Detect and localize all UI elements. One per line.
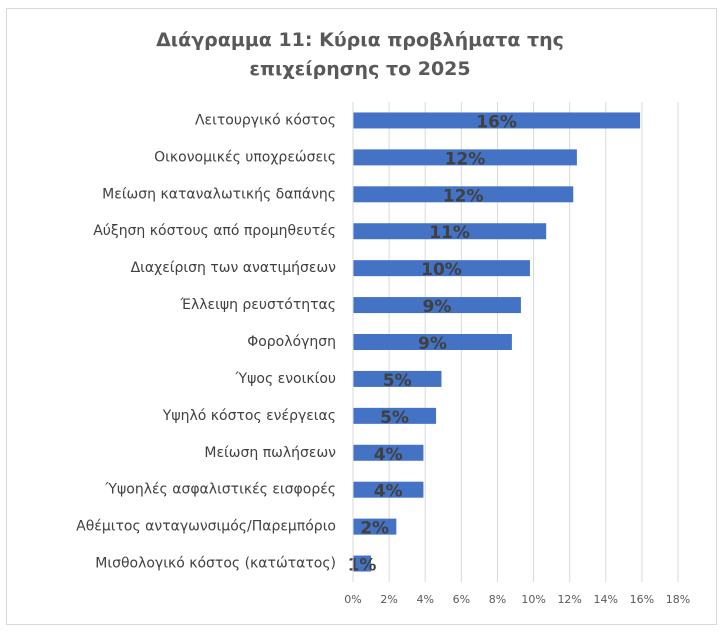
bar — [353, 444, 424, 461]
value-label: 12% — [443, 186, 484, 206]
y-tick-label: Μείωση καταναλωτικής δαπάνης — [102, 186, 336, 202]
x-tick-label: 0% — [344, 593, 361, 606]
x-tick-label: 16% — [630, 593, 654, 606]
chart-frame — [6, 8, 717, 625]
y-tick-label: Φορολόγηση — [247, 334, 336, 350]
x-tick-label: 8% — [489, 593, 506, 606]
value-label: 4% — [374, 482, 403, 502]
bar — [353, 186, 574, 203]
y-tick-label: Λειτουργικό κόστος — [195, 112, 336, 128]
value-label: 12% — [445, 149, 486, 169]
x-tick-label: 4% — [416, 593, 433, 606]
value-label: 9% — [423, 297, 452, 317]
bar — [353, 518, 397, 535]
value-label: 2% — [360, 519, 389, 539]
bar — [353, 260, 530, 277]
bar — [353, 481, 424, 498]
bar — [353, 112, 641, 129]
y-tick-label: Οικονομικές υποχρεώσεις — [154, 149, 336, 165]
x-tick-label: 6% — [453, 593, 470, 606]
x-tick-label: 2% — [380, 593, 397, 606]
y-tick-label: Αθέμιτος ανταγωνσιμός/Παρεμπόριο — [76, 519, 336, 535]
value-label: 5% — [383, 371, 412, 391]
value-label: 10% — [421, 260, 462, 280]
value-label: 11% — [429, 223, 470, 243]
y-tick-label: Μισθολογικό κόστος (κατώτατος) — [95, 556, 336, 572]
x-tick-label: 14% — [594, 593, 618, 606]
bar — [353, 223, 547, 240]
value-label: 1% — [348, 556, 377, 576]
bar — [353, 297, 521, 314]
chart-title: Διάγραμμα 11: Κύρια προβλήματα της επιχε… — [156, 29, 564, 80]
bar — [353, 149, 577, 166]
y-tick-label: Έλλειψη ρευστότητας — [180, 297, 336, 313]
y-tick-label: Ύψοηλές ασφαλιστικές εισφορές — [104, 482, 336, 498]
bar — [353, 334, 512, 350]
bar — [353, 407, 437, 424]
x-tick-label: 10% — [521, 593, 545, 606]
value-label: 5% — [380, 408, 409, 428]
y-tick-label: Διαχείριση των ανατιμήσεων — [131, 260, 337, 276]
x-tick-label: 18% — [666, 593, 690, 606]
x-tick-label: 12% — [557, 593, 581, 606]
y-tick-label: Υψηλό κόστος ενέργειας — [162, 408, 336, 424]
value-label: 16% — [476, 112, 517, 132]
bar — [353, 555, 372, 572]
y-tick-label: Μείωση πωλήσεων — [204, 445, 336, 461]
y-tick-label: Αύξηση κόστους από προμηθευτές — [93, 223, 336, 239]
y-tick-label: Ύψος ενοικίου — [235, 371, 336, 387]
value-label: 9% — [418, 334, 447, 354]
value-label: 4% — [374, 445, 403, 465]
bar — [353, 370, 442, 387]
